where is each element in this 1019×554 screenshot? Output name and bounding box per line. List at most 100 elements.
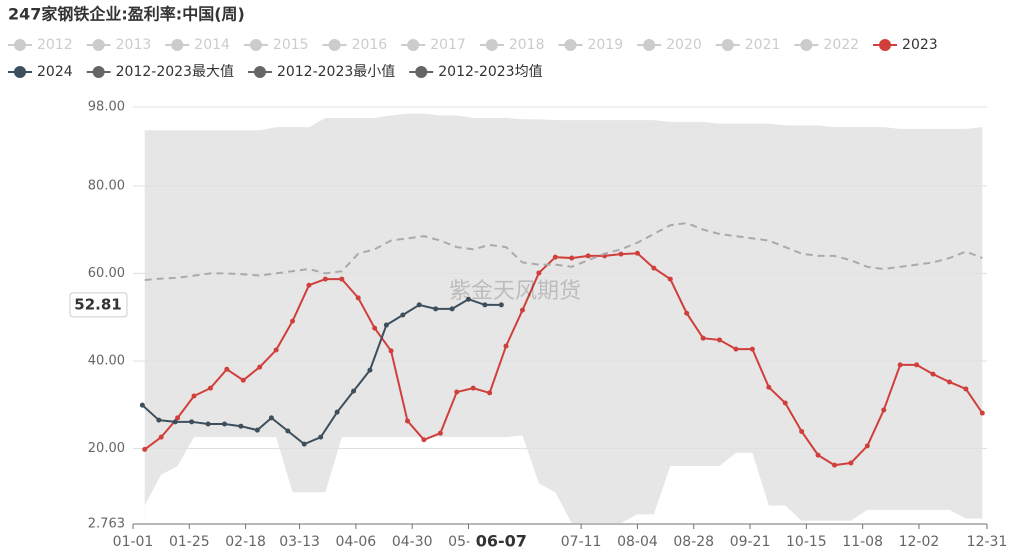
legend-item[interactable]: 2015	[243, 37, 309, 53]
data-point	[222, 421, 227, 427]
data-point	[322, 276, 328, 282]
data-point	[433, 306, 439, 312]
data-point	[700, 335, 706, 341]
data-point	[881, 407, 887, 413]
data-point	[189, 419, 195, 425]
data-point	[454, 389, 460, 395]
data-point	[733, 346, 739, 352]
legend-icon	[564, 39, 577, 51]
data-point	[405, 418, 410, 424]
y-tick-label: 80.00	[88, 178, 125, 193]
legend-item[interactable]: 2018	[479, 37, 545, 53]
data-point	[334, 409, 340, 415]
x-tick-label: 04-30	[392, 534, 433, 550]
data-point	[552, 254, 558, 260]
legend-item[interactable]: 2012	[8, 37, 73, 53]
legend-item[interactable]: 2019	[558, 37, 623, 53]
legend-icon	[721, 39, 734, 51]
data-point	[191, 393, 197, 399]
data-point	[268, 415, 274, 421]
data-point	[367, 367, 373, 373]
data-point	[437, 430, 443, 436]
data-point	[400, 312, 406, 318]
data-point	[667, 276, 673, 282]
legend-item[interactable]: 2020	[637, 37, 702, 53]
legend-item[interactable]: 2013	[86, 37, 152, 53]
legend-item[interactable]: 2023	[873, 37, 938, 53]
legend-item[interactable]: 2012-2023最大值	[86, 64, 234, 80]
legend-label: 2013	[116, 37, 152, 53]
data-point	[618, 251, 624, 257]
data-point	[156, 417, 162, 423]
data-point	[254, 427, 260, 433]
x-tick-label: 11-08	[842, 534, 883, 550]
data-point	[498, 302, 504, 308]
data-point	[355, 295, 361, 301]
y-tick-label: 2.763	[88, 517, 125, 532]
data-point	[224, 366, 230, 372]
data-point	[318, 434, 324, 440]
range-area	[144, 435, 983, 524]
data-point	[257, 364, 263, 370]
data-point	[175, 415, 181, 421]
legend-label: 2014	[194, 37, 230, 53]
y-tick-label: 60.00	[88, 266, 125, 281]
x-tick-label: 04-06	[336, 534, 377, 550]
legend-item[interactable]: 2024	[8, 64, 73, 80]
data-point	[864, 443, 870, 449]
x-tick-label: 12-02	[899, 534, 940, 550]
legend-icon	[171, 39, 184, 51]
legend-icon	[643, 39, 656, 51]
legend-item[interactable]: 2014	[165, 37, 230, 53]
data-point	[930, 371, 936, 377]
data-point	[449, 306, 455, 312]
pointer-x-box	[469, 530, 534, 553]
data-point	[914, 362, 920, 368]
data-point	[240, 377, 246, 383]
x-tick-label: 12-31	[967, 534, 1008, 550]
data-point	[139, 402, 145, 408]
data-point	[285, 428, 291, 434]
x-tick-label: 08-28	[673, 534, 714, 550]
data-point	[273, 347, 279, 353]
series-line	[144, 252, 984, 467]
legend-item[interactable]: 2012-2023均值	[409, 64, 543, 80]
legend-label: 2019	[587, 37, 623, 53]
data-point	[897, 362, 903, 368]
x-tick-label: 09-21	[730, 534, 771, 550]
data-point	[388, 348, 394, 354]
legend-icon	[92, 39, 105, 51]
data-point	[482, 302, 488, 308]
legend-icon	[879, 39, 892, 51]
data-point	[372, 325, 378, 331]
watermark: 紫金天风期货	[449, 279, 581, 304]
legend-icon	[800, 39, 813, 51]
data-point	[421, 437, 427, 443]
legend-label: 2023	[902, 37, 938, 53]
legend-item[interactable]: 2022	[794, 37, 859, 53]
legend-icon	[253, 66, 266, 78]
legend-icon	[14, 66, 26, 78]
data-point	[301, 441, 307, 447]
data-point	[158, 434, 164, 440]
legend-item[interactable]: 2012-2023最小值	[247, 64, 395, 80]
y-tick-label: 20.00	[88, 441, 125, 456]
data-point	[979, 410, 985, 416]
legend-icon	[92, 66, 105, 78]
legend-item[interactable]: 2016	[322, 37, 388, 53]
data-point	[487, 390, 493, 396]
legend-label: 2017	[430, 37, 466, 53]
pointer-x-label: 06-07	[476, 532, 527, 551]
legend-item[interactable]: 2021	[715, 37, 781, 53]
data-point	[536, 270, 542, 276]
data-point	[782, 400, 788, 406]
x-tick-label: 08-04	[617, 534, 658, 550]
x-tick-label: 03-13	[279, 534, 320, 550]
data-point	[651, 265, 657, 271]
legend-item[interactable]: 2017	[401, 37, 466, 53]
data-point	[142, 446, 148, 452]
range-area	[144, 113, 983, 525]
legend-label: 2020	[666, 37, 702, 53]
x-tick-label: 10-15	[786, 534, 827, 550]
